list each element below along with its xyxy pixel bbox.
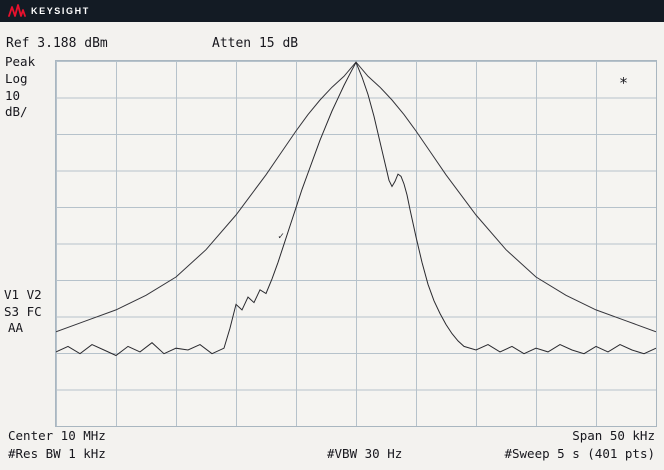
vbw-label: #VBW 30 Hz (327, 446, 403, 461)
res-bw-label: #Res BW 1 kHz (8, 446, 106, 461)
center-frequency-label: Center 10 MHz (8, 428, 106, 443)
brand-logo-text: KEYSIGHT (31, 6, 90, 16)
status-annotation-line1: V1 V2 (4, 287, 42, 302)
detector-mode-label: Peak (5, 54, 36, 69)
uncal-asterisk-indicator: * (619, 74, 629, 92)
status-annotation-line3: AA (8, 320, 24, 335)
scale-type-label: Log (5, 71, 28, 86)
graticule: * ✓ (55, 60, 657, 427)
trace-plot (56, 61, 656, 357)
span-label: Span 50 kHz (572, 428, 655, 443)
scale-per-div-unit: dB/ (5, 104, 28, 119)
status-annotation-line2: S3 FC (4, 304, 42, 319)
trace-marker-glyph: ✓ (278, 231, 285, 242)
brand-bar: KEYSIGHT (0, 0, 664, 22)
scale-per-div-value: 10 (5, 88, 21, 103)
keysight-spark-icon (8, 4, 26, 17)
sweep-label: #Sweep 5 s (401 pts) (504, 446, 655, 461)
trace2-narrow-noisy-signal (56, 61, 656, 357)
attenuation-label: Atten 15 dB (212, 36, 299, 51)
ref-level-label: Ref 3.188 dBm (6, 36, 108, 51)
trace1-wide-filter-shape (56, 61, 656, 333)
